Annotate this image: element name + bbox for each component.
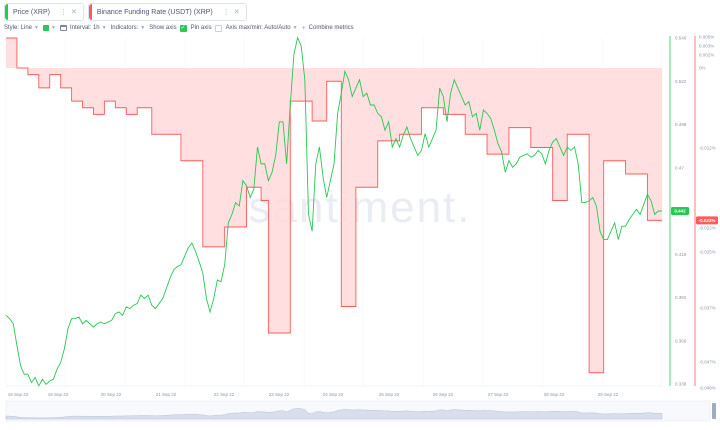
price-tick-label: 0.418 [675,252,687,257]
funding-tick-label: 0% [699,66,706,71]
color-picker[interactable]: ▼ [42,25,56,31]
date-tick-label: 24 Sep 22 [323,392,344,397]
price-tick-label: 0.392 [675,295,687,300]
date-tick-label: 19 Sep 22 [48,392,69,397]
price-current-badge [671,207,689,215]
funding-tick-label: 0.002% [699,53,714,58]
funding-tick-label: -0.047% [699,360,716,365]
interval-label: Interval: 1h [69,25,100,31]
date-tick-label: 19 Sep 22 [8,392,29,397]
funding-tick-label: 0.003% [699,44,714,49]
price-tick-label: 0.338 [675,382,687,387]
axis-minmax-label: Axis max/min: Auto/Auto [225,25,291,31]
funding-tick-label: -0.037% [699,306,716,311]
chevron-down-icon: ▼ [101,25,107,31]
close-icon[interactable]: ✕ [233,8,240,16]
price-tick-label: 0.366 [675,338,687,343]
show-axis-toggle[interactable]: Show axis ✓ [149,24,187,32]
chevron-down-icon: ▼ [140,25,146,31]
funding-tab-color-bar [88,4,92,20]
funding-current-badge [696,216,718,225]
funding-rate-line [6,37,662,374]
close-icon[interactable]: ✕ [70,8,77,16]
price-line [5,36,662,388]
date-tick-label: 28 Sep 22 [544,392,565,397]
pin-axis-label: Pin axis [190,25,212,31]
navigator[interactable] [5,400,716,422]
chart-toolbar: Style: Line ▼ ▼ Interval: 1h ▼ Indicators:… [4,23,358,33]
checkbox-checked-icon[interactable]: ✓ [179,24,187,32]
date-tick-label: 23 Sep 22 [269,392,290,397]
date-tick-label: 29 Sep 22 [598,392,619,397]
tab-funding-rate[interactable]: Binance Funding Rate (USDT) (XRP) ⋮ ✕ [87,3,247,21]
date-tick-label: 22 Sep 22 [214,392,235,397]
funding-tick-label: -0.025% [699,250,716,255]
style-label: Style: Line [4,25,33,31]
price-current-value: 0.442 [674,209,686,214]
color-swatch-icon [42,25,49,31]
date-tick-label: 27 Sep 22 [488,392,509,397]
style-dropdown[interactable]: Style: Line ▼ [4,25,39,31]
axis-minmax-dropdown[interactable]: Axis max/min: Auto/Auto ▼ [226,25,298,31]
chevron-down-icon: ▼ [50,25,56,31]
combine-metrics-button[interactable]: + Combine metrics [302,25,354,32]
funding-tick-label: -0.048% [699,386,716,391]
funding-tick-label: 0.005% [699,35,714,40]
more-vertical-icon[interactable]: ⋮ [222,8,230,16]
interval-dropdown[interactable]: Interval: 1h ▼ [59,25,107,31]
price-tick-label: 0.546 [675,36,687,41]
price-tick-label: 0.522 [675,79,687,84]
price-tab-color-bar [5,4,8,20]
funding-tick-label: -0.022% [699,226,716,231]
date-tick-label: 25 Sep 22 [379,392,400,397]
indicators-dropdown[interactable]: Indicators: ▼ [111,25,146,31]
funding-current-value: -0.023% [699,218,716,223]
tab-price-xrp[interactable]: Price (XRP) ⋮ ✕ [4,3,84,21]
more-vertical-icon[interactable]: ⋮ [59,8,67,16]
date-tick-label: 21 Sep 22 [156,392,177,397]
show-axis-label: Show axis [149,25,177,31]
date-tick-label: 26 Sep 22 [433,392,454,397]
combine-metrics-label: Combine metrics [308,25,354,31]
indicators-label: Indicators: [110,25,139,31]
x-axis-ticks: 19 Sep 22 19 Sep 22 20 Sep 22 21 Sep 22 22 S… [8,392,619,397]
funding-tab-label: Binance Funding Rate (USDT) (XRP) [96,8,213,16]
chevron-down-icon: ▼ [292,25,298,31]
funding-tick-label: -0.012% [699,146,716,151]
price-tick-label: 0.498 [675,122,687,127]
metric-tabs: Price (XRP) ⋮ ✕ Binance Funding Rate (US… [4,3,247,21]
price-tick-label: 0.47 [675,165,684,170]
value-badges: 0.442 -0.023% [671,207,718,225]
price-tab-label: Price (XRP) [13,8,50,16]
plus-icon: + [301,24,306,32]
funding-rate-area [6,38,662,373]
navigator-handle [712,403,716,419]
checkbox-unchecked-icon[interactable] [214,24,222,32]
navigator-preview [5,408,663,420]
date-tick-label: 20 Sep 22 [101,392,122,397]
pin-axis-toggle[interactable]: Pin axis [190,24,222,32]
chevron-down-icon: ▼ [34,25,39,31]
calendar-icon [59,25,67,31]
